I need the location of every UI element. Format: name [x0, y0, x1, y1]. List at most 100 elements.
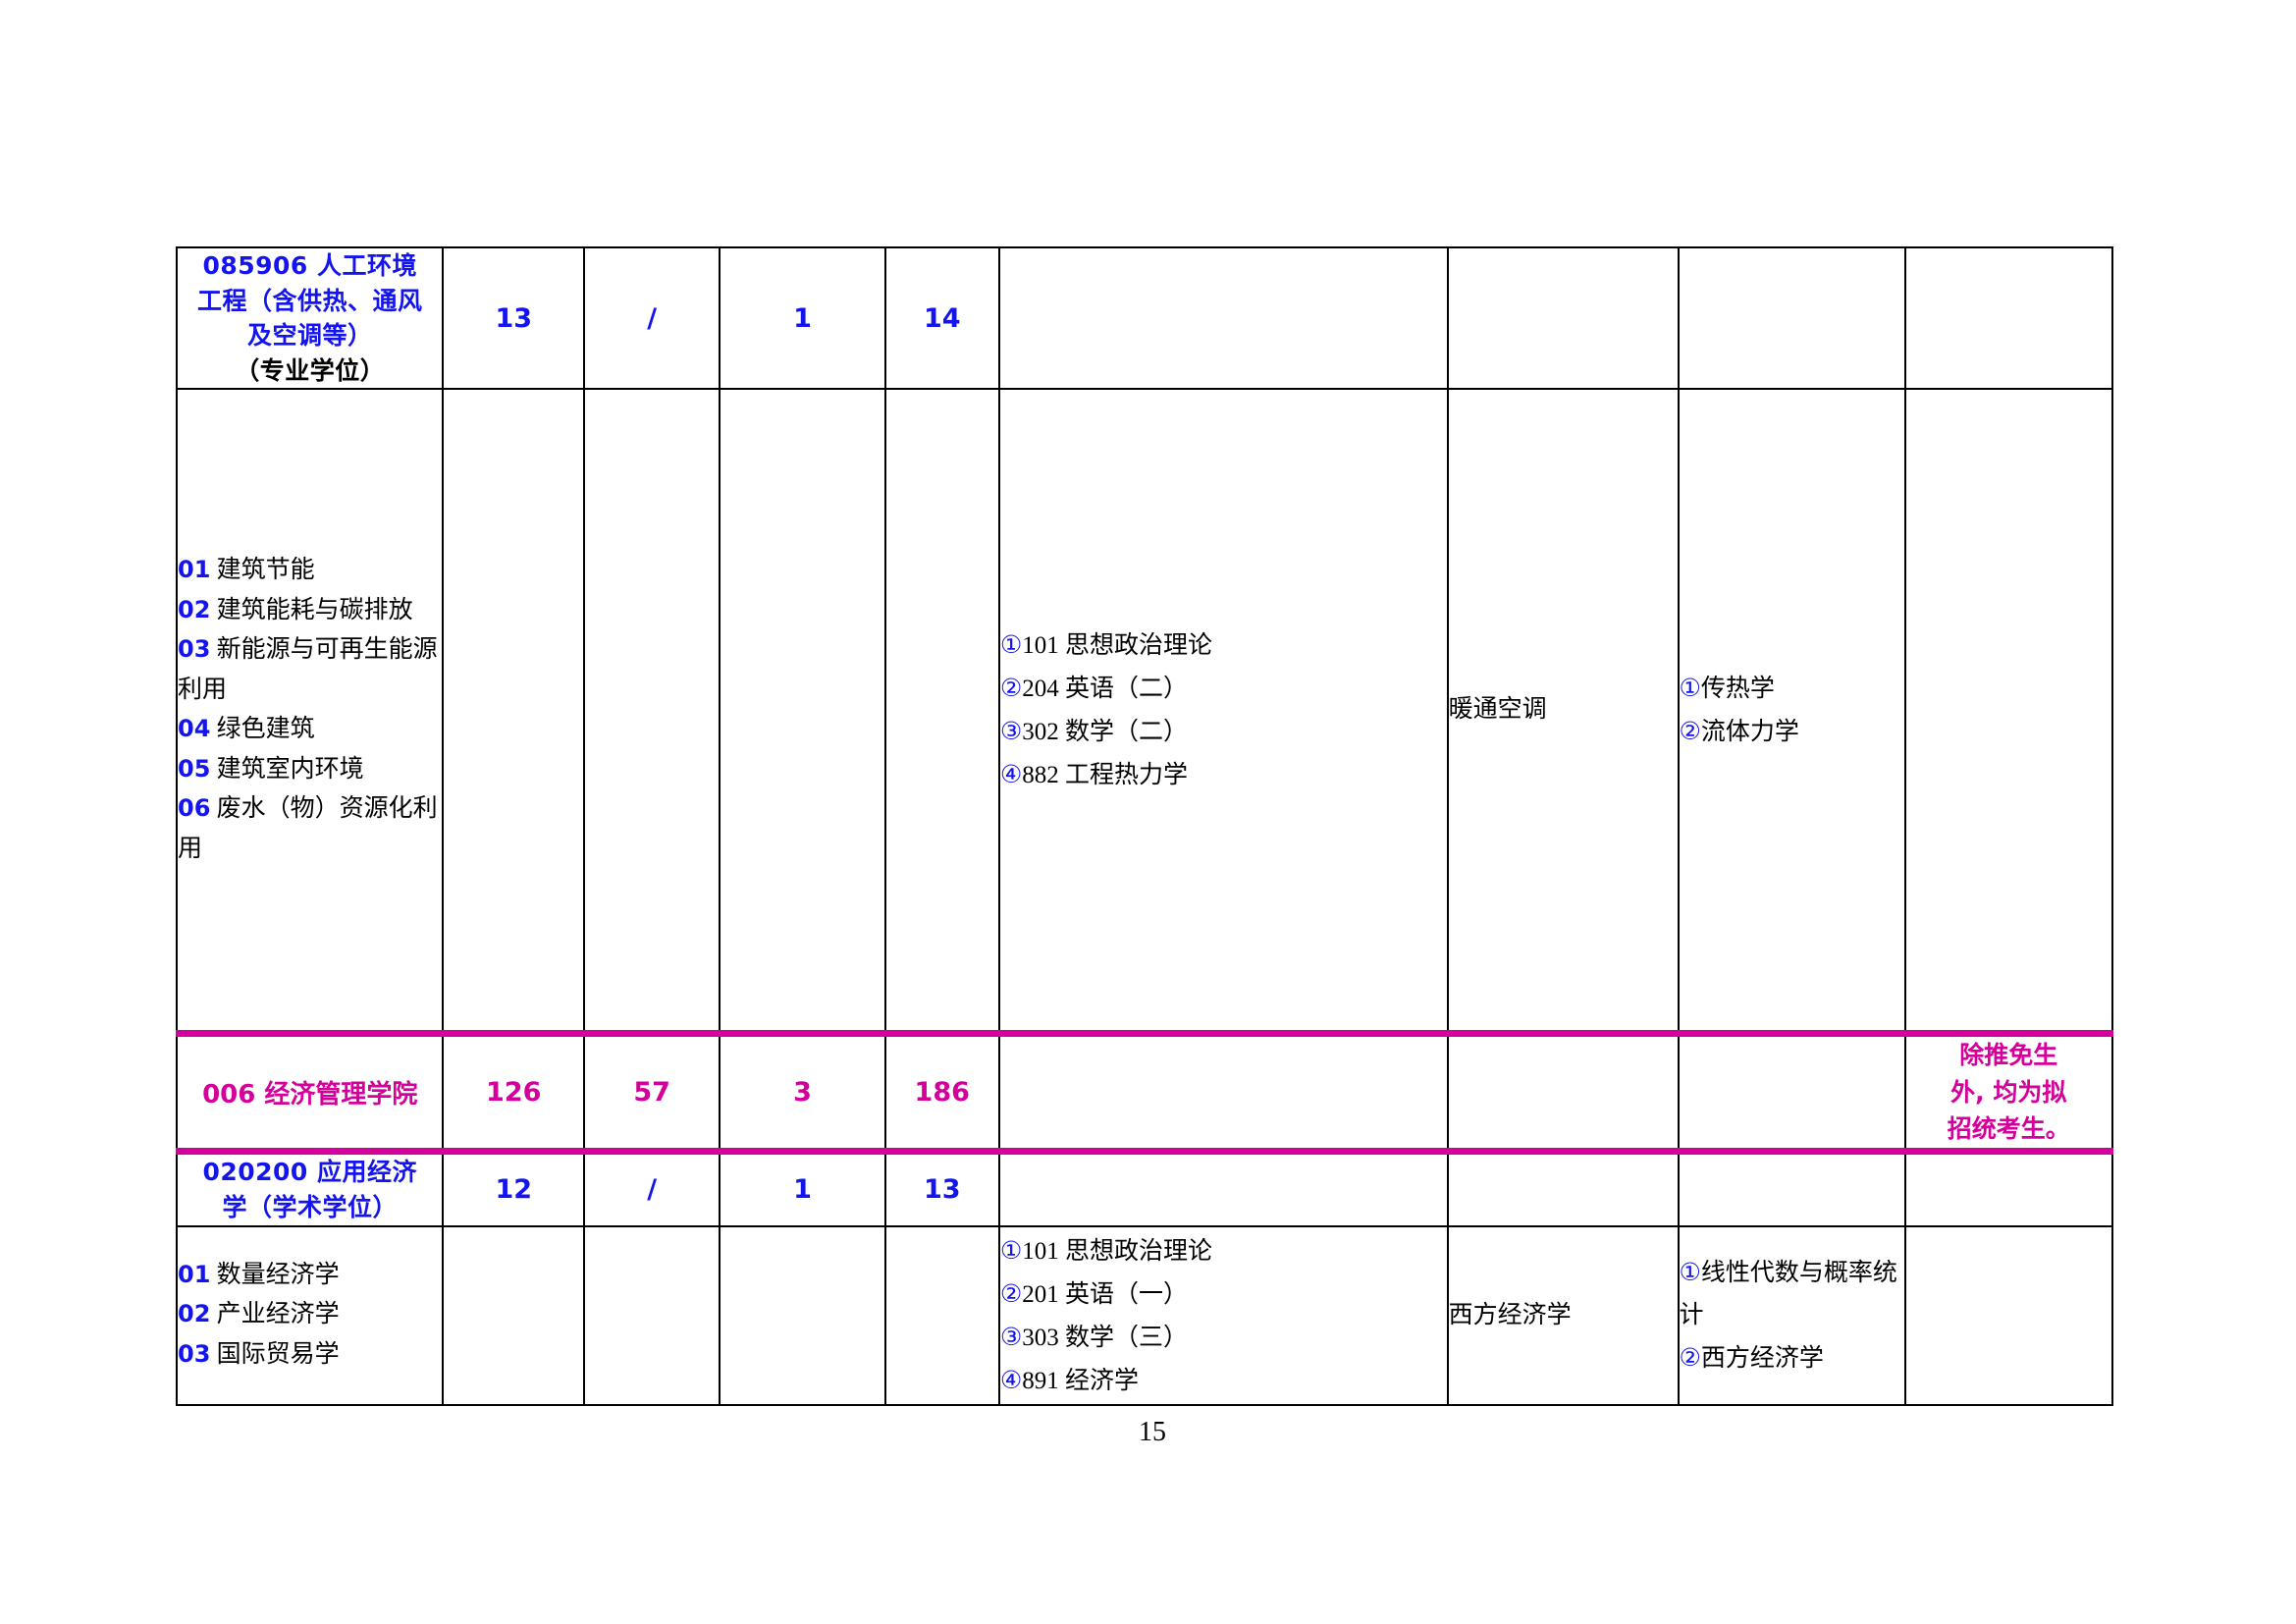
exam-subject-marker: ②: [999, 674, 1023, 702]
makeup-subject-label: 流体力学: [1700, 719, 1799, 745]
direction-no: 05: [178, 754, 211, 783]
direction-no: 02: [178, 595, 211, 623]
direction-no: 03: [178, 635, 211, 663]
exam-subject-marker: ①: [999, 630, 1023, 659]
makeup-subjects-cell-085906-header: [1677, 246, 1906, 390]
makeup-subject-marker: ②: [1679, 717, 1701, 745]
total-enrollment-006: 126: [442, 1030, 585, 1155]
direction-item: 01 数量经济学: [178, 1256, 442, 1296]
exam-subject-item: ④882 工程热力学: [1000, 753, 1447, 796]
direction-item: 03 国际贸易学: [178, 1335, 442, 1376]
makeup-subject-marker: ②: [1679, 1343, 1701, 1372]
exam-subject-item: ①101 思想政治理论: [1000, 1229, 1447, 1272]
major-name-cell-085906: 085906 人工环境 工程（含供热、通风 及空调等） （专业学位）: [175, 246, 445, 390]
exam-subject-label: 201 英语（一）: [1022, 1280, 1188, 1308]
exam-subject-item: ②204 英语（二）: [1000, 667, 1447, 710]
direction-label: 绿色建筑: [216, 716, 315, 742]
makeup-subject-marker: ①: [1679, 674, 1701, 702]
exam-subjects-cell-020200: ①101 思想政治理论 ②201 英语（一） ③303 数学（三） ④891 经…: [997, 1224, 1449, 1406]
exam-subject-label: 303 数学（三）: [1022, 1324, 1188, 1351]
exam-subject-item: ②201 英语（一）: [1000, 1272, 1447, 1316]
recommended-enrollment-020200: /: [582, 1150, 721, 1227]
college-name-006: 006 经济管理学院: [175, 1030, 445, 1155]
recommended-enrollment-085906: /: [582, 246, 721, 390]
exam-subjects-cell-085906-header: [997, 246, 1449, 390]
exam-subject-item: ④891 经济学: [1000, 1359, 1447, 1402]
direction-item: 03 新能源与可再生能源利用: [178, 630, 442, 710]
reserved-enrollment-020200: 1: [719, 1150, 886, 1227]
makeup-subjects-cell-020200-header: [1677, 1150, 1906, 1227]
makeup-subject-item: ②流体力学: [1680, 710, 1904, 753]
direction-no: 02: [178, 1300, 211, 1328]
table-row-directions-085906: 01 建筑节能 02 建筑能耗与碳排放 03 新能源与可再生能源利用 04 绿色…: [175, 388, 2113, 1035]
sum-enrollment-dirs-020200: [883, 1224, 1000, 1406]
direction-label: 国际贸易学: [216, 1340, 340, 1368]
makeup-subject-label: 传热学: [1700, 676, 1775, 702]
total-enrollment-dirs-085906: [442, 388, 585, 1035]
exam-subject-marker: ④: [999, 1365, 1023, 1394]
remarks-line: 招统考生。: [1947, 1114, 2070, 1143]
direction-label: 数量经济学: [216, 1261, 340, 1288]
exam-subject-label: 882 工程热力学: [1022, 762, 1188, 788]
retest-subject-cell-020200-header: [1446, 1150, 1680, 1227]
makeup-subject-item: ①线性代数与概率统计: [1680, 1251, 1904, 1336]
makeup-subjects-cell-085906: ①传热学 ②流体力学: [1677, 388, 1906, 1035]
exam-subject-item: ③302 数学（二）: [1000, 710, 1447, 753]
exam-subject-item: ①101 思想政治理论: [1000, 623, 1447, 667]
makeup-subject-label: 西方经济学: [1700, 1345, 1824, 1372]
total-enrollment-085906: 13: [442, 246, 585, 390]
research-directions-cell-085906: 01 建筑节能 02 建筑能耗与碳排放 03 新能源与可再生能源利用 04 绿色…: [175, 388, 445, 1035]
makeup-subject-item: ②西方经济学: [1680, 1336, 1904, 1380]
exam-subjects-cell-006: [997, 1030, 1449, 1155]
reserved-enrollment-dirs-085906: [719, 388, 886, 1035]
reserved-enrollment-dirs-020200: [719, 1224, 886, 1406]
total-enrollment-020200: 12: [442, 1150, 585, 1227]
major-name-line-2: 工程（含供热、通风: [196, 286, 423, 315]
direction-no: 01: [178, 1260, 211, 1288]
major-name-cell-020200: 020200 应用经济 学（学术学位）: [175, 1150, 445, 1227]
remarks-cell-006: 除推免生 外, 均为拟 招统考生。: [1903, 1030, 2113, 1155]
exam-subject-label: 302 数学（二）: [1022, 719, 1188, 745]
direction-item: 05 建筑室内环境: [178, 750, 442, 790]
reserved-enrollment-006: 3: [719, 1030, 886, 1155]
remarks-line: 除推免生: [1959, 1041, 2058, 1069]
page-number: 15: [1139, 1417, 1166, 1447]
direction-label: 建筑室内环境: [216, 755, 364, 783]
major-name-line-2: 学（学术学位）: [222, 1192, 398, 1221]
exam-subject-marker: ③: [999, 1322, 1023, 1351]
major-name-line-3: 及空调等）: [246, 321, 373, 350]
table-row-college-006: 006 经济管理学院 126 57 3 186 除推免生 外, 均为拟 招统考生…: [175, 1030, 2113, 1155]
admissions-catalog-table: 085906 人工环境 工程（含供热、通风 及空调等） （专业学位） 13 / …: [175, 246, 2113, 1406]
direction-label: 建筑能耗与碳排放: [216, 596, 413, 623]
remarks-cell-085906: [1903, 388, 2113, 1035]
exam-subject-marker: ②: [999, 1278, 1023, 1308]
exam-subject-marker: ④: [999, 760, 1023, 788]
exam-subjects-cell-020200-header: [997, 1150, 1449, 1227]
recommended-enrollment-006: 57: [582, 1030, 721, 1155]
remarks-line: 外, 均为拟: [1950, 1077, 2067, 1107]
exam-subject-marker: ③: [999, 717, 1023, 745]
makeup-subject-label: 线性代数与概率统计: [1679, 1260, 1897, 1328]
major-name-line-1: 085906 人工环境: [202, 251, 418, 280]
table-row-major-020200: 020200 应用经济 学（学术学位） 12 / 1 13: [175, 1150, 2113, 1227]
makeup-subjects-cell-020200: ①线性代数与概率统计 ②西方经济学: [1677, 1224, 1906, 1406]
remarks-cell-020200: [1903, 1224, 2113, 1406]
direction-item: 02 产业经济学: [178, 1295, 442, 1335]
sum-enrollment-dirs-085906: [883, 388, 1000, 1035]
table-row-directions-020200: 01 数量经济学 02 产业经济学 03 国际贸易学: [175, 1224, 2113, 1406]
direction-no: 04: [178, 715, 211, 742]
direction-item: 01 建筑节能: [178, 551, 442, 591]
exam-subject-label: 101 思想政治理论: [1022, 632, 1212, 659]
retest-subject-cell-006: [1446, 1030, 1680, 1155]
exam-subject-label: 891 经济学: [1022, 1367, 1139, 1394]
remarks-cell-020200-header: [1903, 1150, 2113, 1227]
sum-enrollment-020200: 13: [883, 1150, 1000, 1227]
exam-subject-label: 204 英语（二）: [1022, 676, 1188, 702]
direction-label: 建筑节能: [216, 557, 315, 583]
retest-subject-cell-020200: 西方经济学: [1446, 1224, 1680, 1406]
exam-subject-label: 101 思想政治理论: [1022, 1237, 1212, 1265]
direction-no: 06: [178, 794, 211, 822]
exam-subject-marker: ①: [999, 1235, 1023, 1265]
direction-item: 06 废水（物）资源化利用: [178, 789, 442, 869]
